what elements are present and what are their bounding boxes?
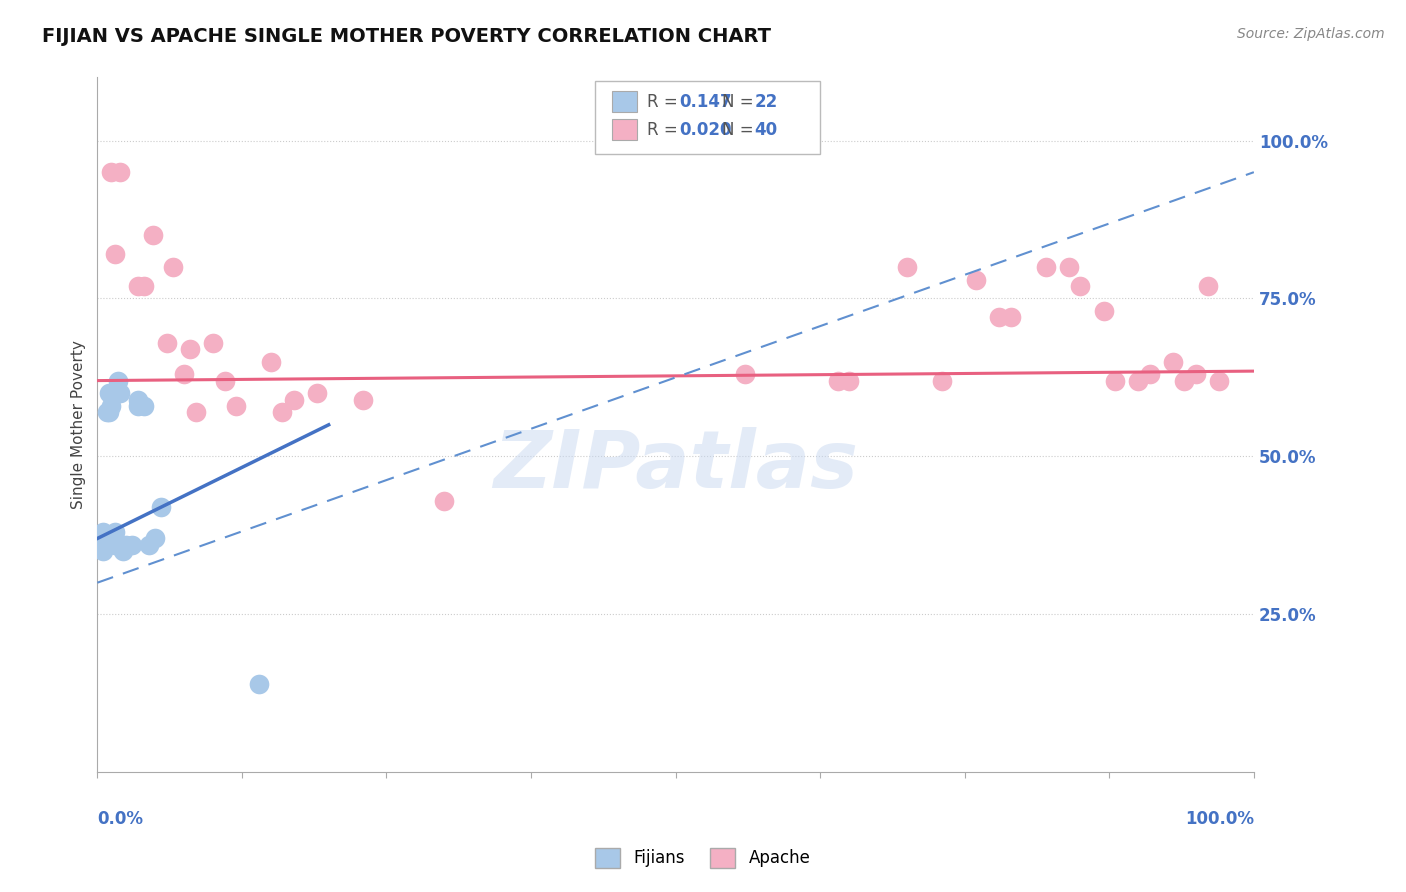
Point bbox=[127, 392, 149, 407]
Text: FIJIAN VS APACHE SINGLE MOTHER POVERTY CORRELATION CHART: FIJIAN VS APACHE SINGLE MOTHER POVERTY C… bbox=[42, 27, 770, 45]
Text: R =: R = bbox=[647, 93, 683, 111]
Point bbox=[1173, 374, 1195, 388]
Text: 22: 22 bbox=[754, 93, 778, 111]
Text: 40: 40 bbox=[754, 120, 778, 138]
Point bbox=[201, 335, 224, 350]
Point bbox=[91, 525, 114, 540]
Point bbox=[271, 405, 294, 419]
Text: N =: N = bbox=[721, 120, 759, 138]
Text: ZIPatlas: ZIPatlas bbox=[494, 427, 858, 506]
Point bbox=[225, 399, 247, 413]
Point bbox=[143, 532, 166, 546]
Point bbox=[115, 538, 138, 552]
Point bbox=[97, 386, 120, 401]
Text: 0.020: 0.020 bbox=[679, 120, 731, 138]
Bar bbox=[612, 91, 637, 112]
Point bbox=[121, 538, 143, 552]
Point bbox=[838, 374, 860, 388]
Bar bbox=[612, 120, 637, 140]
Point bbox=[142, 228, 165, 243]
Point bbox=[132, 399, 155, 413]
Y-axis label: Single Mother Poverty: Single Mother Poverty bbox=[72, 341, 86, 509]
Point bbox=[179, 342, 201, 356]
Point bbox=[1000, 310, 1022, 325]
Point bbox=[1104, 374, 1126, 388]
Point bbox=[184, 405, 207, 419]
Point bbox=[1069, 278, 1091, 293]
Point bbox=[260, 354, 283, 368]
Point bbox=[127, 278, 149, 293]
Text: N =: N = bbox=[721, 93, 759, 111]
Point bbox=[1185, 368, 1208, 382]
Point bbox=[104, 525, 127, 540]
Point bbox=[173, 368, 195, 382]
Point bbox=[827, 374, 849, 388]
Point bbox=[111, 544, 134, 558]
Text: 100.0%: 100.0% bbox=[1185, 810, 1254, 829]
Point bbox=[734, 368, 756, 382]
Point bbox=[107, 374, 129, 388]
Point bbox=[1128, 374, 1150, 388]
Point bbox=[156, 335, 179, 350]
Point bbox=[97, 405, 120, 419]
Point bbox=[307, 386, 329, 401]
Point bbox=[1035, 260, 1057, 274]
Text: 0.147: 0.147 bbox=[679, 93, 731, 111]
Point bbox=[127, 399, 149, 413]
Point bbox=[110, 386, 132, 401]
Point bbox=[352, 392, 374, 407]
Point bbox=[110, 165, 132, 179]
Point bbox=[931, 374, 953, 388]
Point bbox=[1092, 304, 1115, 318]
Point bbox=[1197, 278, 1219, 293]
Point bbox=[988, 310, 1011, 325]
Point bbox=[1139, 368, 1161, 382]
Point bbox=[91, 538, 114, 552]
Point bbox=[149, 500, 172, 514]
Point bbox=[104, 538, 127, 552]
Point bbox=[104, 247, 127, 261]
Text: Source: ZipAtlas.com: Source: ZipAtlas.com bbox=[1237, 27, 1385, 41]
Point bbox=[1208, 374, 1230, 388]
Point bbox=[96, 405, 118, 419]
Point bbox=[100, 399, 122, 413]
Point bbox=[162, 260, 184, 274]
Text: 0.0%: 0.0% bbox=[97, 810, 143, 829]
FancyBboxPatch shape bbox=[595, 81, 820, 153]
Point bbox=[1161, 354, 1184, 368]
Point bbox=[100, 165, 122, 179]
Point bbox=[283, 392, 305, 407]
Point bbox=[896, 260, 918, 274]
Point bbox=[214, 374, 236, 388]
Point bbox=[91, 544, 114, 558]
Point bbox=[247, 677, 270, 691]
Legend: Fijians, Apache: Fijians, Apache bbox=[589, 841, 817, 875]
Point bbox=[1057, 260, 1080, 274]
Text: R =: R = bbox=[647, 120, 683, 138]
Point bbox=[138, 538, 160, 552]
Point bbox=[965, 272, 987, 286]
Point bbox=[91, 532, 114, 546]
Point bbox=[132, 278, 155, 293]
Point bbox=[433, 493, 456, 508]
